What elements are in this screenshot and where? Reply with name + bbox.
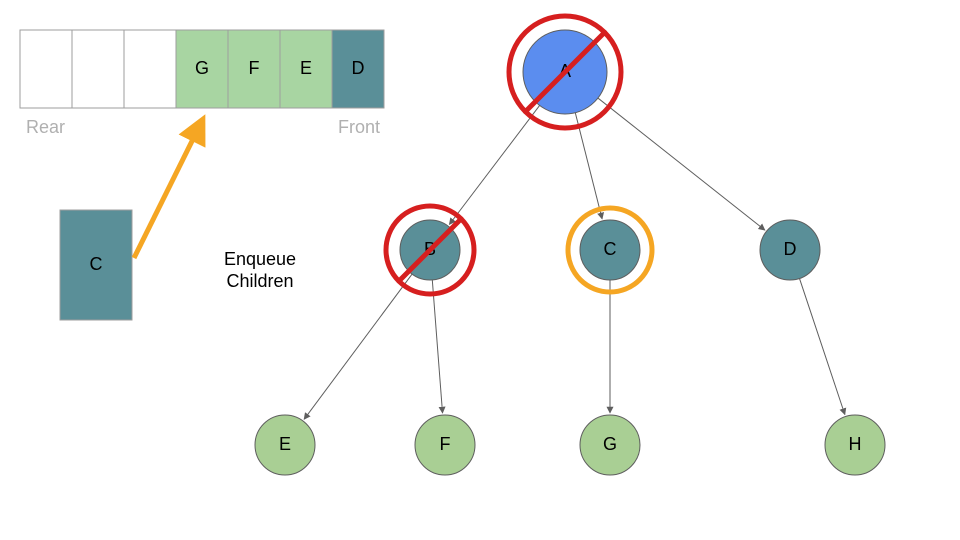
enqueue-children-label-2: Children (226, 271, 293, 291)
queue-front-label: Front (338, 117, 380, 137)
dequeued-label: C (90, 254, 103, 274)
labels: EnqueueChildren (224, 249, 296, 291)
queue-cell (124, 30, 176, 108)
tree-node-e: E (255, 415, 315, 475)
tree-node-c: C (568, 208, 652, 292)
node-label: C (604, 239, 617, 259)
node-label: H (849, 434, 862, 454)
queue-cell-label: F (249, 58, 260, 78)
enqueue-arrow-line (134, 125, 200, 258)
queue-cell-label: E (300, 58, 312, 78)
tree-node-f: F (415, 415, 475, 475)
node-label: D (784, 239, 797, 259)
tree-node-d: D (760, 220, 820, 280)
dequeued-box: C (60, 210, 132, 320)
diagram-canvas: G F E D Rear Front C EnqueueChildren AB C D E F G H (0, 0, 960, 540)
tree-edge (304, 274, 412, 419)
node-label: F (440, 434, 451, 454)
queue-cell (72, 30, 124, 108)
tree-node-b: B (386, 206, 474, 294)
tree-node-a: A (509, 16, 621, 128)
tree-edge (432, 280, 442, 413)
queue-cell-label: G (195, 58, 209, 78)
queue-rear-label: Rear (26, 117, 65, 137)
tree-edge (449, 105, 539, 224)
enqueue-children-label-1: Enqueue (224, 249, 296, 269)
queue-cell (20, 30, 72, 108)
tree-edge (799, 278, 844, 414)
node-label: G (603, 434, 617, 454)
node-label: E (279, 434, 291, 454)
enqueue-arrow (134, 125, 200, 258)
queue: G F E D Rear Front (20, 30, 384, 137)
queue-cell-label: D (352, 58, 365, 78)
tree-node-h: H (825, 415, 885, 475)
tree-node-g: G (580, 415, 640, 475)
